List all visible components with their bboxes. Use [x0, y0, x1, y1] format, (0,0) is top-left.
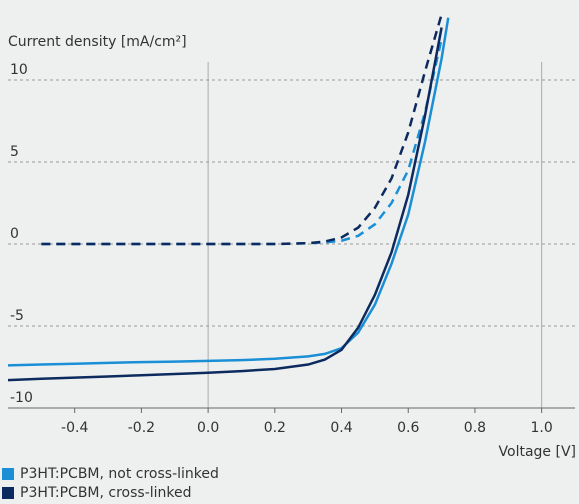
y-axis-label: Current density [mA/cm²] [8, 34, 187, 50]
light-curve [7, 27, 443, 382]
light-curve [7, 17, 450, 367]
x-tick-label: 0.8 [464, 420, 486, 436]
y-tick-label: 10 [10, 62, 28, 78]
legend-swatch [2, 468, 14, 480]
x-tick-label: 0.0 [197, 420, 219, 436]
legend-label: P3HT:PCBM, cross-linked [20, 485, 192, 501]
dark-curve [41, 38, 443, 246]
legend-swatch [2, 487, 14, 499]
legend-label: P3HT:PCBM, not cross-linked [20, 466, 219, 482]
y-tick-label: 5 [10, 144, 19, 160]
x-tick-label: 0.6 [397, 420, 419, 436]
x-tick-label: 0.4 [330, 420, 352, 436]
dark-curve [41, 14, 443, 246]
y-tick-label: -5 [10, 308, 24, 324]
y-tick-label: -10 [10, 390, 33, 406]
x-tick-label: -0.4 [61, 420, 88, 436]
x-tick-label: -0.2 [128, 420, 155, 436]
y-tick-label: 0 [10, 226, 19, 242]
x-tick-label: 1.0 [531, 420, 553, 436]
x-axis-label: Voltage [V] [499, 444, 576, 460]
x-tick-label: 0.2 [264, 420, 286, 436]
